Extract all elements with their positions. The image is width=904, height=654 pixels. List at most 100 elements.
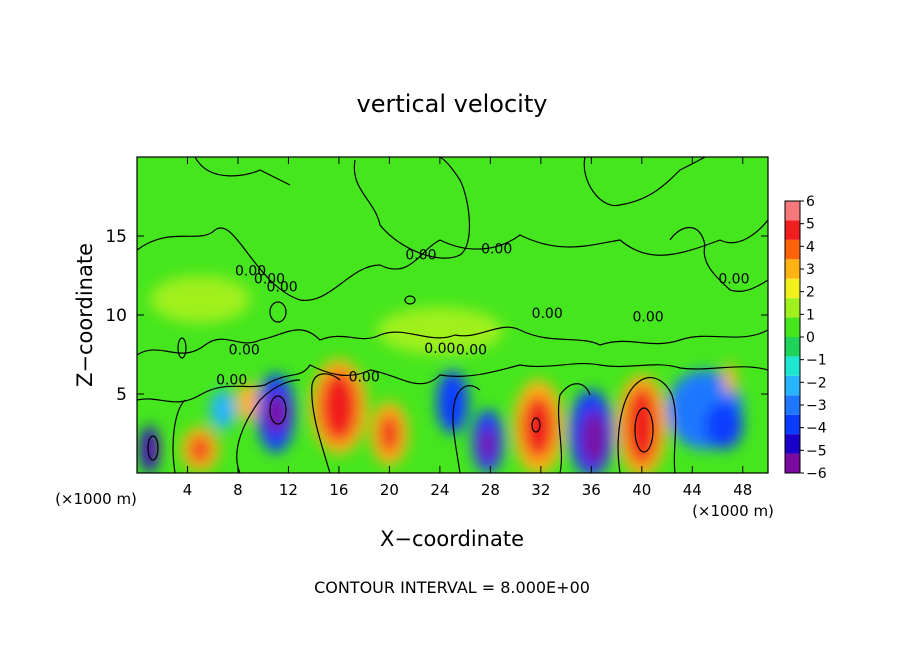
colorbar-swatch — [785, 298, 800, 318]
colorbar-tick-label: 4 — [806, 239, 815, 255]
contour-labels: 0.000.000.000.000.000.00 0.000.000.00 0.00… — [216, 241, 749, 388]
colorbar-swatch — [785, 317, 800, 337]
colorbar-tick-label: −5 — [806, 443, 827, 459]
contour-label: 0.00 — [235, 264, 266, 280]
y-tick-label: 15 — [105, 227, 127, 247]
field-cell — [522, 395, 555, 459]
field-cell — [379, 413, 399, 454]
x-tick-label: 4 — [183, 481, 193, 499]
field-cell — [376, 307, 503, 355]
x-tick-label: 40 — [632, 481, 651, 499]
field-cell — [149, 275, 251, 323]
x-tick-label: 48 — [733, 481, 752, 499]
zero-contour-line — [137, 326, 768, 356]
field-layer — [140, 275, 743, 473]
colorbar-swatch — [785, 337, 800, 357]
colorbar-swatch — [785, 356, 800, 376]
contour-label: 0.00 — [405, 248, 436, 264]
field-cell — [480, 427, 496, 462]
colorbar-swatch — [785, 259, 800, 279]
contour-label: 0.00 — [456, 343, 487, 359]
closed-contour — [269, 301, 287, 323]
field-cell — [723, 362, 737, 395]
colorbar-tick-label: −6 — [806, 466, 827, 482]
x-unit-left: (×1000 m) — [55, 490, 137, 508]
contour-label: 0.00 — [349, 369, 380, 385]
colorbar-tick-label: 5 — [806, 217, 815, 233]
x-tick-label: 28 — [481, 481, 500, 499]
zero-contour-line — [452, 385, 481, 473]
colorbar: 6 5 4 3 2 1 0 −1 −2 −3 −4 −5 −6 — [784, 194, 827, 482]
field-cell — [210, 390, 236, 430]
contour-label: 0.00 — [532, 306, 563, 322]
chart-title: vertical velocity — [357, 90, 548, 118]
colorbar-tick-label: 2 — [806, 285, 815, 301]
x-tick-label: 44 — [683, 481, 702, 499]
x-tick-label: 16 — [329, 481, 348, 499]
field-cell — [148, 438, 156, 461]
contour-label: 0.00 — [481, 241, 512, 257]
contour-label: 0.00 — [718, 271, 749, 287]
contour-interval-note: CONTOUR INTERVAL = 8.000E+00 — [314, 578, 590, 597]
colorbar-tick-label: 6 — [806, 194, 815, 210]
plot-area: 0.000.000.000.000.000.00 0.000.000.00 0.00… — [136, 156, 769, 474]
zero-contour-line — [583, 157, 706, 207]
colorbar-tick-label: 3 — [806, 262, 815, 278]
zero-contour-line — [137, 219, 768, 301]
x-axis-label: X−coordinate — [380, 527, 524, 551]
x-axis-tick-labels: 4 8 12 16 20 24 28 32 36 40 44 48 — [183, 481, 753, 499]
colorbar-swatch — [785, 375, 800, 396]
x-unit-right: (×1000 m) — [692, 502, 774, 520]
y-axis-tick-labels: 5 10 15 — [105, 227, 127, 405]
y-axis-label: Z−coordinate — [73, 243, 97, 387]
closed-contour — [269, 395, 287, 425]
field-cell — [190, 436, 210, 462]
field-cell — [319, 371, 358, 443]
colorbar-tick-label: 1 — [806, 307, 815, 323]
closed-contour — [404, 295, 416, 305]
zero-contour-line — [669, 227, 768, 292]
zero-contour-line — [236, 379, 301, 473]
zero-contour-line — [311, 373, 341, 473]
colorbar-swatch — [785, 434, 800, 454]
x-tick-label: 8 — [233, 481, 243, 499]
contour-label: 0.00 — [254, 271, 285, 287]
zero-contour-line — [137, 362, 768, 403]
zero-contour-line — [557, 383, 591, 473]
zero-contour-line — [172, 399, 186, 473]
contour-label: 0.00 — [216, 373, 247, 389]
colorbar-swatch — [785, 239, 800, 260]
x-tick-label: 24 — [430, 481, 449, 499]
closed-contour — [177, 337, 187, 359]
x-tick-label: 20 — [380, 481, 399, 499]
contour-label: 0.00 — [633, 309, 664, 325]
closed-contour — [634, 407, 654, 453]
contour-label: 0.00 — [229, 343, 260, 359]
colorbar-swatch — [785, 278, 800, 299]
closed-contour — [531, 417, 541, 433]
colorbar-tick-label: 0 — [806, 330, 815, 346]
x-tick-label: 32 — [531, 481, 550, 499]
y-tick-label: 10 — [105, 306, 127, 326]
y-tick-label: 5 — [116, 385, 127, 405]
colorbar-tick-label: −3 — [806, 398, 827, 414]
field-cell — [704, 401, 743, 450]
colorbar-swatch — [785, 395, 800, 415]
contour-layer — [137, 157, 768, 473]
colorbar-tick-label: −1 — [806, 353, 827, 369]
colorbar-swatch — [785, 414, 800, 435]
x-tick-label: 12 — [279, 481, 298, 499]
colorbar-tick-label: −4 — [806, 421, 827, 437]
zero-contour-line — [194, 157, 291, 186]
closed-contour — [147, 435, 159, 461]
colorbar-swatch — [785, 453, 800, 473]
field-cell — [581, 410, 607, 466]
colorbar-swatch — [785, 220, 800, 240]
zero-contour-line — [353, 157, 470, 259]
zero-contour-line — [617, 377, 677, 473]
field-cell — [436, 370, 469, 434]
field-cell — [626, 386, 658, 466]
x-tick-label: 36 — [582, 481, 601, 499]
colorbar-tick-label: −2 — [806, 375, 827, 391]
